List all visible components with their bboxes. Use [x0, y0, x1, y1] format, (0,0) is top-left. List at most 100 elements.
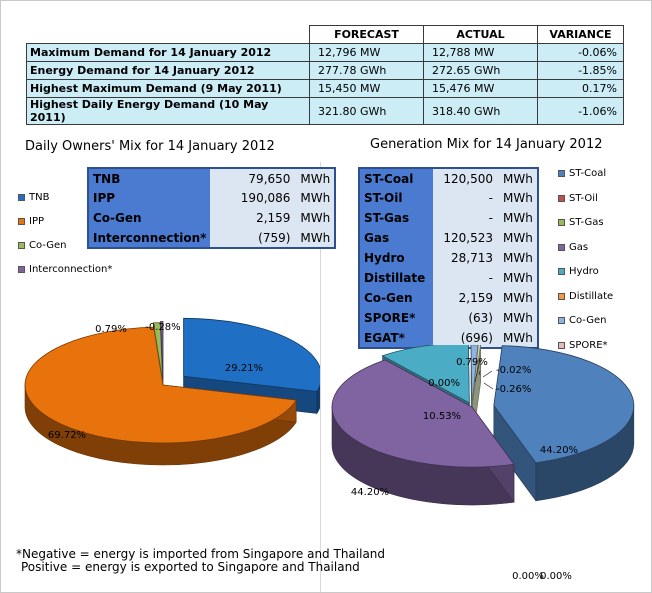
- owners-pie-legend: TNB IPP Co-Gen Interconnection*: [18, 192, 128, 275]
- legend-label: TNB: [29, 192, 50, 203]
- legend-swatch: [558, 292, 565, 300]
- leader-line: [483, 382, 494, 390]
- source-name: EGAT*: [359, 328, 433, 348]
- summary-row: Highest Maximum Demand (9 May 2011) 15,4…: [26, 79, 624, 98]
- legend-label: Hydro: [569, 266, 599, 277]
- summary-row: Highest Daily Energy Demand (10 May 2011…: [26, 97, 624, 125]
- owner-name: TNB: [88, 168, 211, 188]
- data-label: 0.79%: [456, 357, 488, 368]
- owners-row: IPP 190,086 MWh: [88, 188, 336, 208]
- owners-row: Co-Gen 2,159 MWh: [88, 208, 336, 228]
- owner-name: Co-Gen: [88, 208, 211, 228]
- legend-swatch: [18, 194, 25, 201]
- source-value: (63): [433, 308, 497, 328]
- data-label: 0.00%: [428, 378, 460, 389]
- variance-value: -1.06%: [537, 97, 624, 125]
- variance-value: 0.17%: [537, 79, 624, 98]
- generation-mix-pie: 44.20% 44.20% 10.53% 0.00% 0.79% -0.02% -0.26%…: [331, 345, 635, 582]
- source-unit: MWh: [497, 308, 538, 328]
- owner-name: IPP: [88, 188, 211, 208]
- pie-tops: [24, 317, 320, 444]
- generation-mix-table: ST-Coal 120,500 MWh ST-Oil - MWh ST-Gas - MWh …: [358, 167, 539, 349]
- source-value: -: [433, 268, 497, 288]
- legend-swatch: [18, 218, 25, 225]
- source-name: ST-Gas: [359, 208, 433, 228]
- source-unit: MWh: [497, 188, 538, 208]
- row-label: Highest Maximum Demand (9 May 2011): [26, 79, 310, 98]
- source-name: Hydro: [359, 248, 433, 268]
- legend-swatch: [558, 194, 565, 202]
- forecast-value: 277.78 GWh: [309, 61, 424, 80]
- forecast-value: 12,796 MW: [309, 43, 424, 62]
- legend-swatch: [558, 170, 565, 177]
- owner-unit: MWh: [294, 188, 336, 208]
- data-label: 0.79%: [95, 324, 127, 335]
- owners-mix-table: TNB 79,650 MWh IPP 190,086 MWh Co-Gen 2,159 MW…: [87, 167, 337, 249]
- leader-line: [482, 370, 493, 378]
- data-label: 0.00%: [512, 571, 544, 582]
- source-value: 120,523: [433, 228, 497, 248]
- data-label: 44.20%: [540, 445, 578, 456]
- variance-value: -0.06%: [537, 43, 624, 62]
- source-name: Co-Gen: [359, 288, 433, 308]
- actual-value: 272.65 GWh: [423, 61, 538, 80]
- forecast-value: 321.80 GWh: [309, 97, 424, 125]
- legend-label: ST-Oil: [569, 192, 598, 204]
- generation-row: ST-Oil - MWh: [359, 188, 538, 208]
- legend-swatch: [18, 242, 25, 249]
- pie-tops: [331, 345, 635, 468]
- owner-unit: MWh: [294, 208, 336, 228]
- data-label: 69.72%: [48, 430, 86, 441]
- owner-unit: MWh: [294, 228, 336, 248]
- pie-slice: [24, 326, 297, 444]
- legend-label: Interconnection*: [29, 264, 113, 275]
- owners-row: TNB 79,650 MWh: [88, 168, 336, 188]
- pie-slice: [183, 317, 320, 392]
- legend-swatch: [558, 317, 565, 324]
- legend-label: IPP: [29, 216, 45, 227]
- generation-mix-title: Generation Mix for 14 January 2012: [370, 137, 603, 152]
- source-value: 2,159: [433, 288, 497, 308]
- generation-row: Distillate - MWh: [359, 268, 538, 288]
- legend-label: Gas: [569, 241, 589, 253]
- legend-swatch: [558, 268, 565, 275]
- panel-divider: [320, 162, 321, 592]
- actual-value: 12,788 MW: [423, 43, 538, 62]
- legend-label: Co-Gen: [29, 240, 67, 251]
- owner-value: 79,650: [210, 168, 295, 188]
- source-value: (696): [433, 328, 497, 348]
- source-value: -: [433, 208, 497, 228]
- legend-label: Distillate: [569, 290, 614, 302]
- owner-value: 2,159: [210, 208, 295, 228]
- variance-value: -1.85%: [537, 61, 624, 80]
- pie-slice: [160, 321, 164, 380]
- row-label: Highest Daily Energy Demand (10 May 2011…: [26, 97, 310, 125]
- generation-row: ST-Coal 120,500 MWh: [359, 168, 538, 188]
- data-label: -0.26%: [496, 384, 531, 395]
- data-label: 0.00%: [540, 571, 572, 582]
- footnote: *Negative = energy is imported from Sing…: [16, 548, 385, 574]
- source-unit: MWh: [497, 228, 538, 248]
- source-name: ST-Coal: [359, 168, 433, 188]
- pie-slice: [331, 359, 515, 468]
- forecast-value: 15,450 MW: [309, 79, 424, 98]
- source-unit: MWh: [497, 268, 538, 288]
- source-unit: MWh: [497, 328, 538, 348]
- legend-label: ST-Gas: [569, 217, 604, 228]
- legend-swatch: [558, 341, 565, 349]
- generation-row: SPORE* (63) MWh: [359, 308, 538, 328]
- legend-swatch: [18, 266, 25, 273]
- row-label: Energy Demand for 14 January 2012: [26, 61, 310, 80]
- leader-line: [478, 370, 481, 376]
- footnote-line-1: *Negative = energy is imported from Sing…: [16, 547, 386, 561]
- actual-header: ACTUAL: [423, 25, 538, 44]
- legend-swatch: [558, 219, 565, 226]
- legend-label: ST-Coal: [569, 168, 607, 179]
- owner-value: (759): [210, 228, 295, 248]
- demand-summary-table: FORECAST ACTUAL VARIANCE Maximum Demand …: [26, 25, 624, 125]
- row-label: Maximum Demand for 14 January 2012: [26, 43, 310, 62]
- pie-slice: [381, 345, 470, 404]
- owners-row: Interconnection* (759) MWh: [88, 228, 336, 248]
- source-unit: MWh: [497, 288, 538, 308]
- owner-unit: MWh: [294, 168, 336, 188]
